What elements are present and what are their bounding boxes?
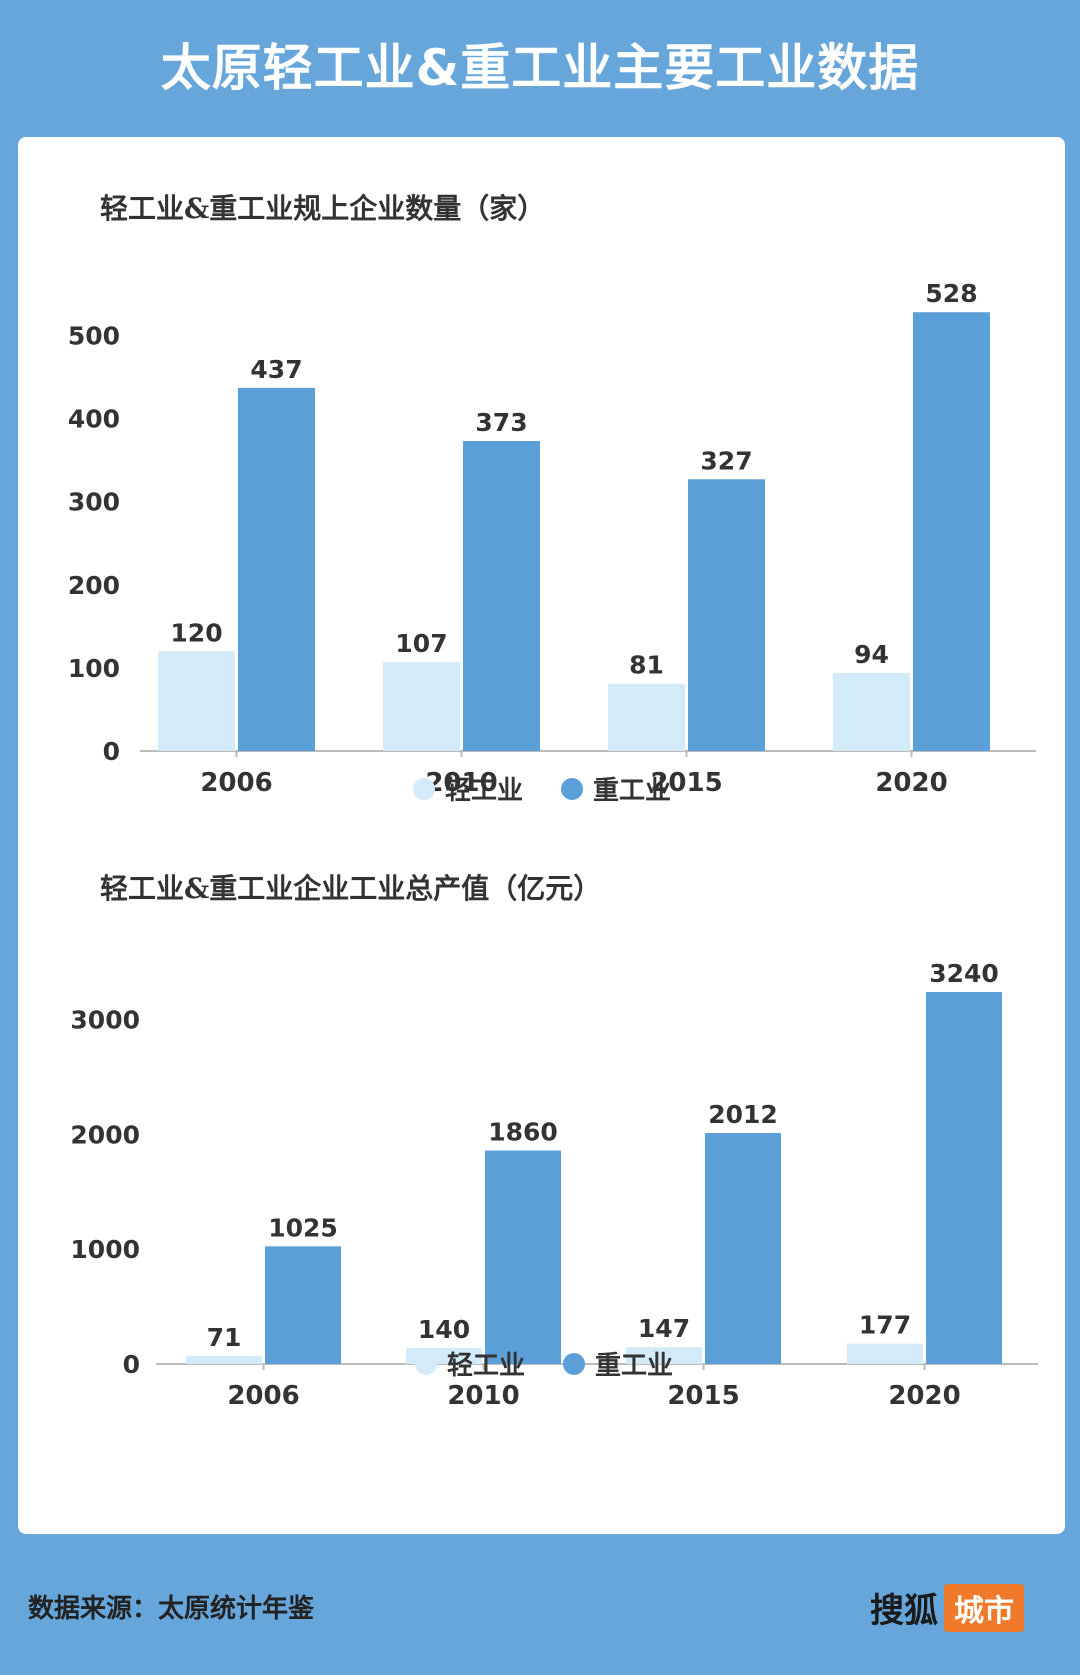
bar-light-industry [158,651,235,751]
brand-logo: 搜狐 城市 [870,1583,1024,1632]
charts-svg: 0 100 200 300 400 500 120 437 2006 107 373 2010 81 32… [68,279,1038,1411]
legend-label-heavy: 重工业 [593,776,672,806]
x-tick-label: 2006 [200,768,272,798]
data-label: 1860 [488,1117,558,1146]
page-title: 太原轻工业&重工业主要工业数据 [160,39,920,97]
bar-light-industry [847,1343,923,1364]
x-tick-label: 2006 [227,1381,299,1411]
data-label: 140 [418,1315,470,1344]
x-tick-label: 2015 [650,768,722,798]
y-tick-label: 1000 [70,1235,140,1264]
bar-light-industry [833,672,910,751]
legend-item-heavy: 重工业 [561,770,671,807]
data-label: 373 [475,408,527,437]
data-label: 437 [250,355,302,384]
data-label: 327 [700,446,752,475]
data-label: 120 [170,618,222,647]
brand-tag: 城市 [944,1583,1024,1632]
content-card: 轻工业&重工业规上企业数量（家） 轻工业&重工业企业工业总产值（亿元） 0 100… [18,137,1065,1534]
legend-label-heavy: 重工业 [595,1351,674,1381]
bar-heavy-industry [238,387,315,751]
y-tick-label: 400 [68,405,120,434]
bar-heavy-industry [485,1150,561,1364]
y-tick-label: 100 [68,654,120,683]
bar-light-industry [626,1347,702,1364]
bar-heavy-industry [705,1133,781,1364]
legend-swatch-heavy [561,777,584,800]
bar-heavy-industry [688,479,765,751]
data-label: 107 [395,629,447,658]
data-label: 81 [629,651,664,680]
data-label: 147 [638,1314,690,1343]
legend-item-light: 轻工业 [415,1345,525,1382]
x-tick-label: 2020 [888,1381,960,1411]
x-tick-label: 2015 [667,1381,739,1411]
data-label: 1025 [268,1213,338,1242]
x-tick-label: 2010 [425,768,497,798]
bar-heavy-industry [463,441,540,751]
y-tick-label: 300 [68,488,120,517]
y-tick-label: 0 [103,737,120,766]
legend-swatch-light [413,777,435,800]
chart-2-title: 轻工业&重工业企业工业总产值（亿元） [100,872,602,905]
y-tick-label: 200 [68,571,120,600]
bar-heavy-industry [265,1246,341,1364]
legend-swatch-heavy [563,1352,586,1375]
legend-label-light: 轻工业 [447,1351,526,1381]
bar-light-industry [186,1355,262,1364]
y-tick-label: 2000 [70,1120,140,1149]
x-tick-label: 2020 [875,768,947,798]
bar-heavy-industry [913,312,990,751]
data-label: 528 [925,279,977,308]
chart-2-legend: 轻工业 重工业 [415,1345,673,1382]
data-label: 2012 [708,1100,778,1129]
data-source: 数据来源：太原统计年鉴 [28,1594,315,1624]
bar-light-industry [383,662,460,751]
legend-item-heavy: 重工业 [563,1345,673,1382]
y-tick-label: 500 [68,322,120,351]
bar-light-industry [608,683,685,751]
chart-1-legend: 轻工业 重工业 [413,770,671,807]
data-label: 3240 [929,959,999,988]
data-label: 71 [207,1323,242,1352]
data-label: 177 [859,1311,911,1340]
data-label: 94 [854,640,889,669]
brand-name: 搜狐 [870,1591,938,1631]
x-tick-label: 2010 [447,1381,519,1411]
chart-1-title: 轻工业&重工业规上企业数量（家） [100,192,546,225]
bar-heavy-industry [926,992,1002,1364]
y-tick-label: 3000 [70,1006,140,1035]
y-tick-label: 0 [123,1350,140,1379]
legend-swatch-light [415,1352,437,1375]
legend-label-light: 轻工业 [445,776,524,806]
legend-item-light: 轻工业 [413,770,523,807]
